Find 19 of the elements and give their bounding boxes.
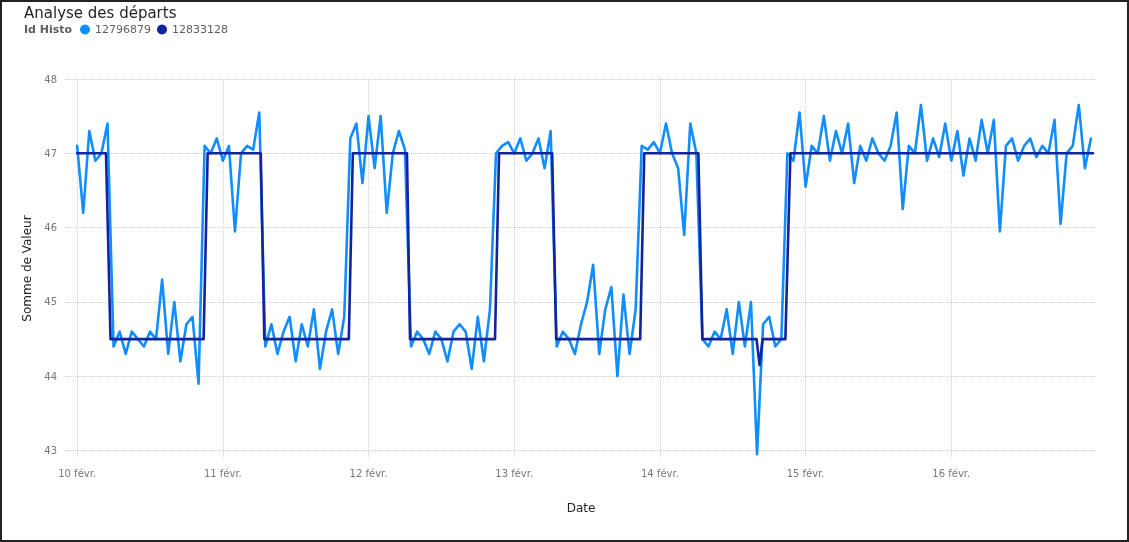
x-axis-title: Date — [566, 501, 596, 515]
y-tick-label: 45 — [44, 296, 57, 308]
y-tick-label: 46 — [44, 222, 57, 234]
legend-label: 12796879 — [95, 23, 151, 36]
legend-title: Id Histo — [24, 23, 73, 36]
y-tick-label: 44 — [44, 370, 57, 382]
x-tick-label: 12 févr. — [349, 467, 388, 479]
y-tick-label: 43 — [44, 445, 57, 457]
x-tick-label: 10 févr. — [58, 467, 97, 479]
y-axis-title: Somme de Valeur — [20, 215, 34, 322]
y-tick-label: 47 — [44, 147, 57, 159]
x-tick-label: 13 févr. — [495, 467, 534, 479]
x-tick-label: 14 févr. — [640, 467, 679, 479]
chart-title: Analyse des départs — [24, 3, 177, 22]
x-tick-label: 15 févr. — [786, 467, 825, 479]
x-tick-label: 16 févr. — [932, 467, 971, 479]
y-tick-label: 48 — [44, 73, 57, 85]
x-tick-label: 11 févr. — [203, 467, 242, 479]
legend-label: 12833128 — [171, 23, 228, 36]
